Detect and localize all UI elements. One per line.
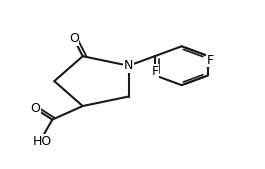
Text: F: F <box>152 65 159 78</box>
Text: O: O <box>69 32 79 45</box>
Text: HO: HO <box>33 135 52 148</box>
Text: N: N <box>124 59 133 72</box>
Text: O: O <box>30 102 40 115</box>
Text: F: F <box>207 54 214 67</box>
